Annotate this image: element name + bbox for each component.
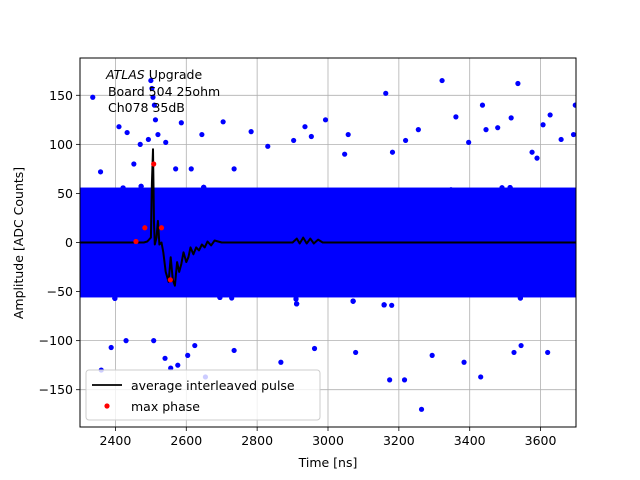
scatter-point xyxy=(293,296,299,302)
scatter-point xyxy=(389,302,395,308)
scatter-point xyxy=(381,302,387,308)
scatter-series xyxy=(80,77,576,412)
plot-data xyxy=(80,77,576,412)
